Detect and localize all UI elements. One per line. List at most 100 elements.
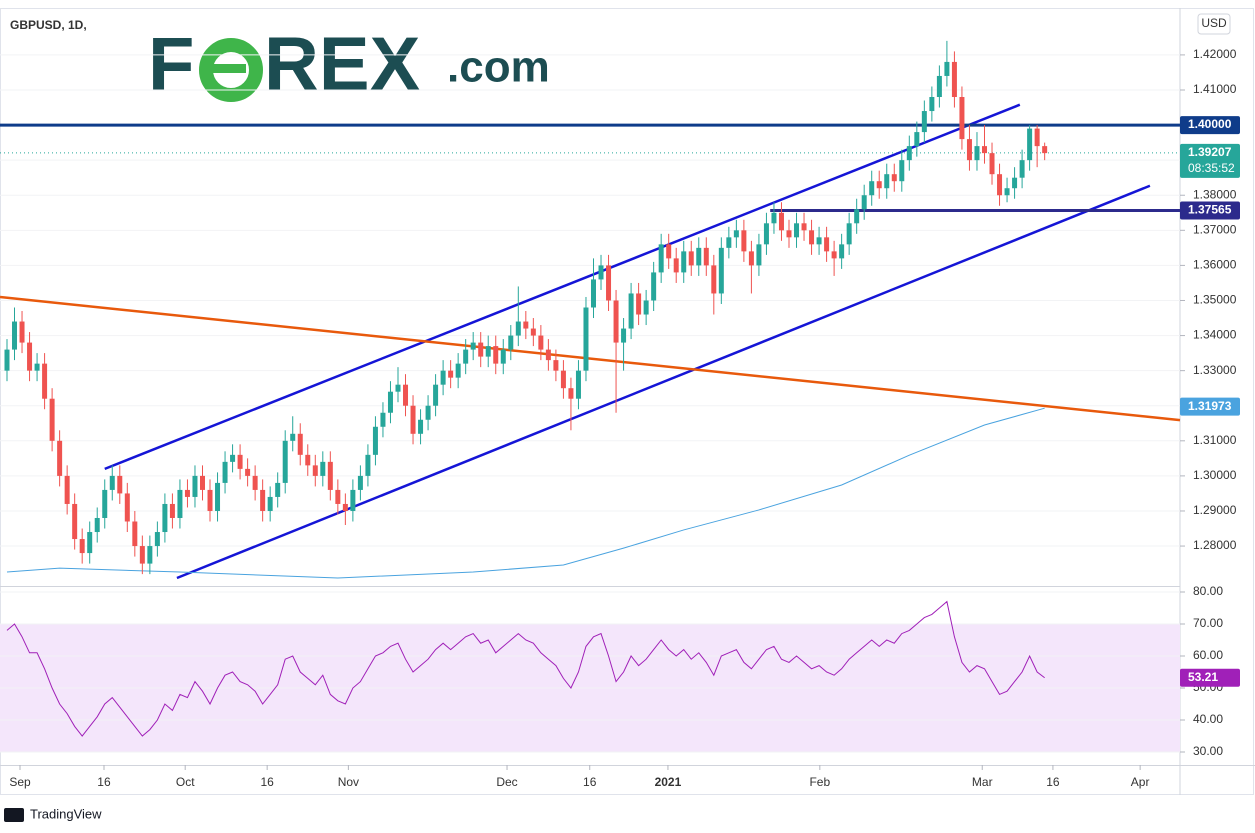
candle-body (673, 258, 679, 273)
candle-body (485, 346, 491, 357)
current-price-box (1180, 143, 1240, 178)
symbol: GBPUSD, 1D, (10, 18, 87, 32)
x-tick-label: Feb (809, 775, 830, 789)
candle-body (966, 139, 972, 161)
y-tick-label: 1.29000 (1193, 503, 1237, 517)
candle-body (237, 454, 243, 469)
candle-body (929, 97, 935, 112)
candle-body (515, 321, 521, 336)
candle-body (372, 426, 378, 455)
candle-body (846, 223, 852, 245)
x-tick-label: 16 (260, 775, 274, 789)
candle-body (49, 398, 55, 441)
y-tick-label: 1.42000 (1193, 47, 1237, 61)
candle-body (463, 349, 469, 364)
logo-left: F (148, 22, 194, 107)
x-tick-label: Apr (1131, 775, 1150, 789)
candle-body (583, 307, 589, 371)
candle-body (335, 489, 341, 504)
candle-body (162, 503, 168, 533)
y-tick-label: 70.00 (1193, 616, 1223, 630)
candle-body (824, 237, 830, 252)
candle-body (997, 174, 1003, 196)
y-tick-label: 40.00 (1193, 712, 1223, 726)
candle-body (109, 475, 115, 490)
candle-body (282, 440, 288, 483)
candle-body (305, 454, 311, 466)
candle-body (19, 321, 25, 343)
candle-body (508, 335, 514, 350)
y-tick-label: 1.37000 (1193, 222, 1237, 236)
candle-body (245, 468, 251, 476)
candle-body (876, 181, 882, 189)
y-tick-label: 1.33000 (1193, 363, 1237, 377)
candle-body (628, 293, 634, 329)
current-price-countdown: 08:35:52 (1188, 161, 1235, 175)
candle-body (666, 244, 672, 259)
candle-body (199, 475, 205, 490)
candle-body (320, 461, 326, 476)
candle-body (921, 111, 927, 133)
candle-body (64, 475, 70, 504)
x-tick-label: Oct (176, 775, 195, 789)
candle-body (1004, 188, 1010, 196)
candle-body (387, 391, 393, 413)
candle-body (869, 181, 875, 196)
candle-body (936, 75, 942, 98)
currency[interactable]: USD (1201, 16, 1227, 30)
candle-body (621, 328, 627, 343)
candle-body (425, 405, 431, 420)
footer: TradingView (30, 806, 102, 821)
candle-body (500, 349, 506, 364)
candle-body (718, 247, 724, 294)
y-tick-label: 1.31000 (1193, 433, 1237, 447)
candle-body (252, 475, 258, 490)
candle-body (290, 433, 296, 441)
candle-body (1042, 146, 1048, 154)
candle-body (598, 265, 604, 280)
candle-body (861, 195, 867, 210)
candle-body (899, 160, 905, 182)
candle-body (703, 247, 709, 266)
y-tick-label: 1.34000 (1193, 328, 1237, 342)
candle-body (681, 251, 687, 273)
candle-body (230, 454, 236, 462)
candle-body (403, 384, 409, 406)
level-label-box (1180, 201, 1240, 220)
candle-body (57, 440, 63, 476)
y-tick-label: 1.41000 (1193, 82, 1237, 96)
trendline (176, 184, 1151, 580)
tv-icon (4, 808, 24, 822)
candle-body (553, 360, 559, 371)
candle-body (312, 465, 318, 476)
y-tick-label: 80.00 (1193, 584, 1223, 598)
x-tick-label: 2021 (655, 775, 682, 789)
candle-body (448, 370, 454, 378)
candle-body (192, 475, 198, 497)
moving-average (6, 407, 1045, 579)
candle-body (132, 521, 138, 547)
current-price: 1.39207 (1188, 145, 1232, 159)
candle-body (87, 532, 93, 554)
candle-body (410, 405, 416, 434)
candle-body (839, 244, 845, 259)
candle-body (794, 223, 800, 238)
candle-body (809, 230, 815, 245)
candle-body (1027, 128, 1033, 161)
candle-body (117, 475, 123, 494)
x-tick-label: Mar (972, 775, 993, 789)
candle-body (455, 363, 461, 378)
candle-body (590, 279, 596, 308)
candle-body (350, 489, 356, 511)
y-tick-label: 1.35000 (1193, 293, 1237, 307)
candle-body (12, 321, 18, 350)
logo-mark (199, 38, 263, 102)
y-tick-label: 1.28000 (1193, 538, 1237, 552)
candle-body (636, 293, 642, 315)
candle-body (154, 532, 160, 547)
currency-box[interactable] (1197, 13, 1231, 35)
candle-body (688, 251, 694, 266)
candle-body (147, 546, 153, 564)
